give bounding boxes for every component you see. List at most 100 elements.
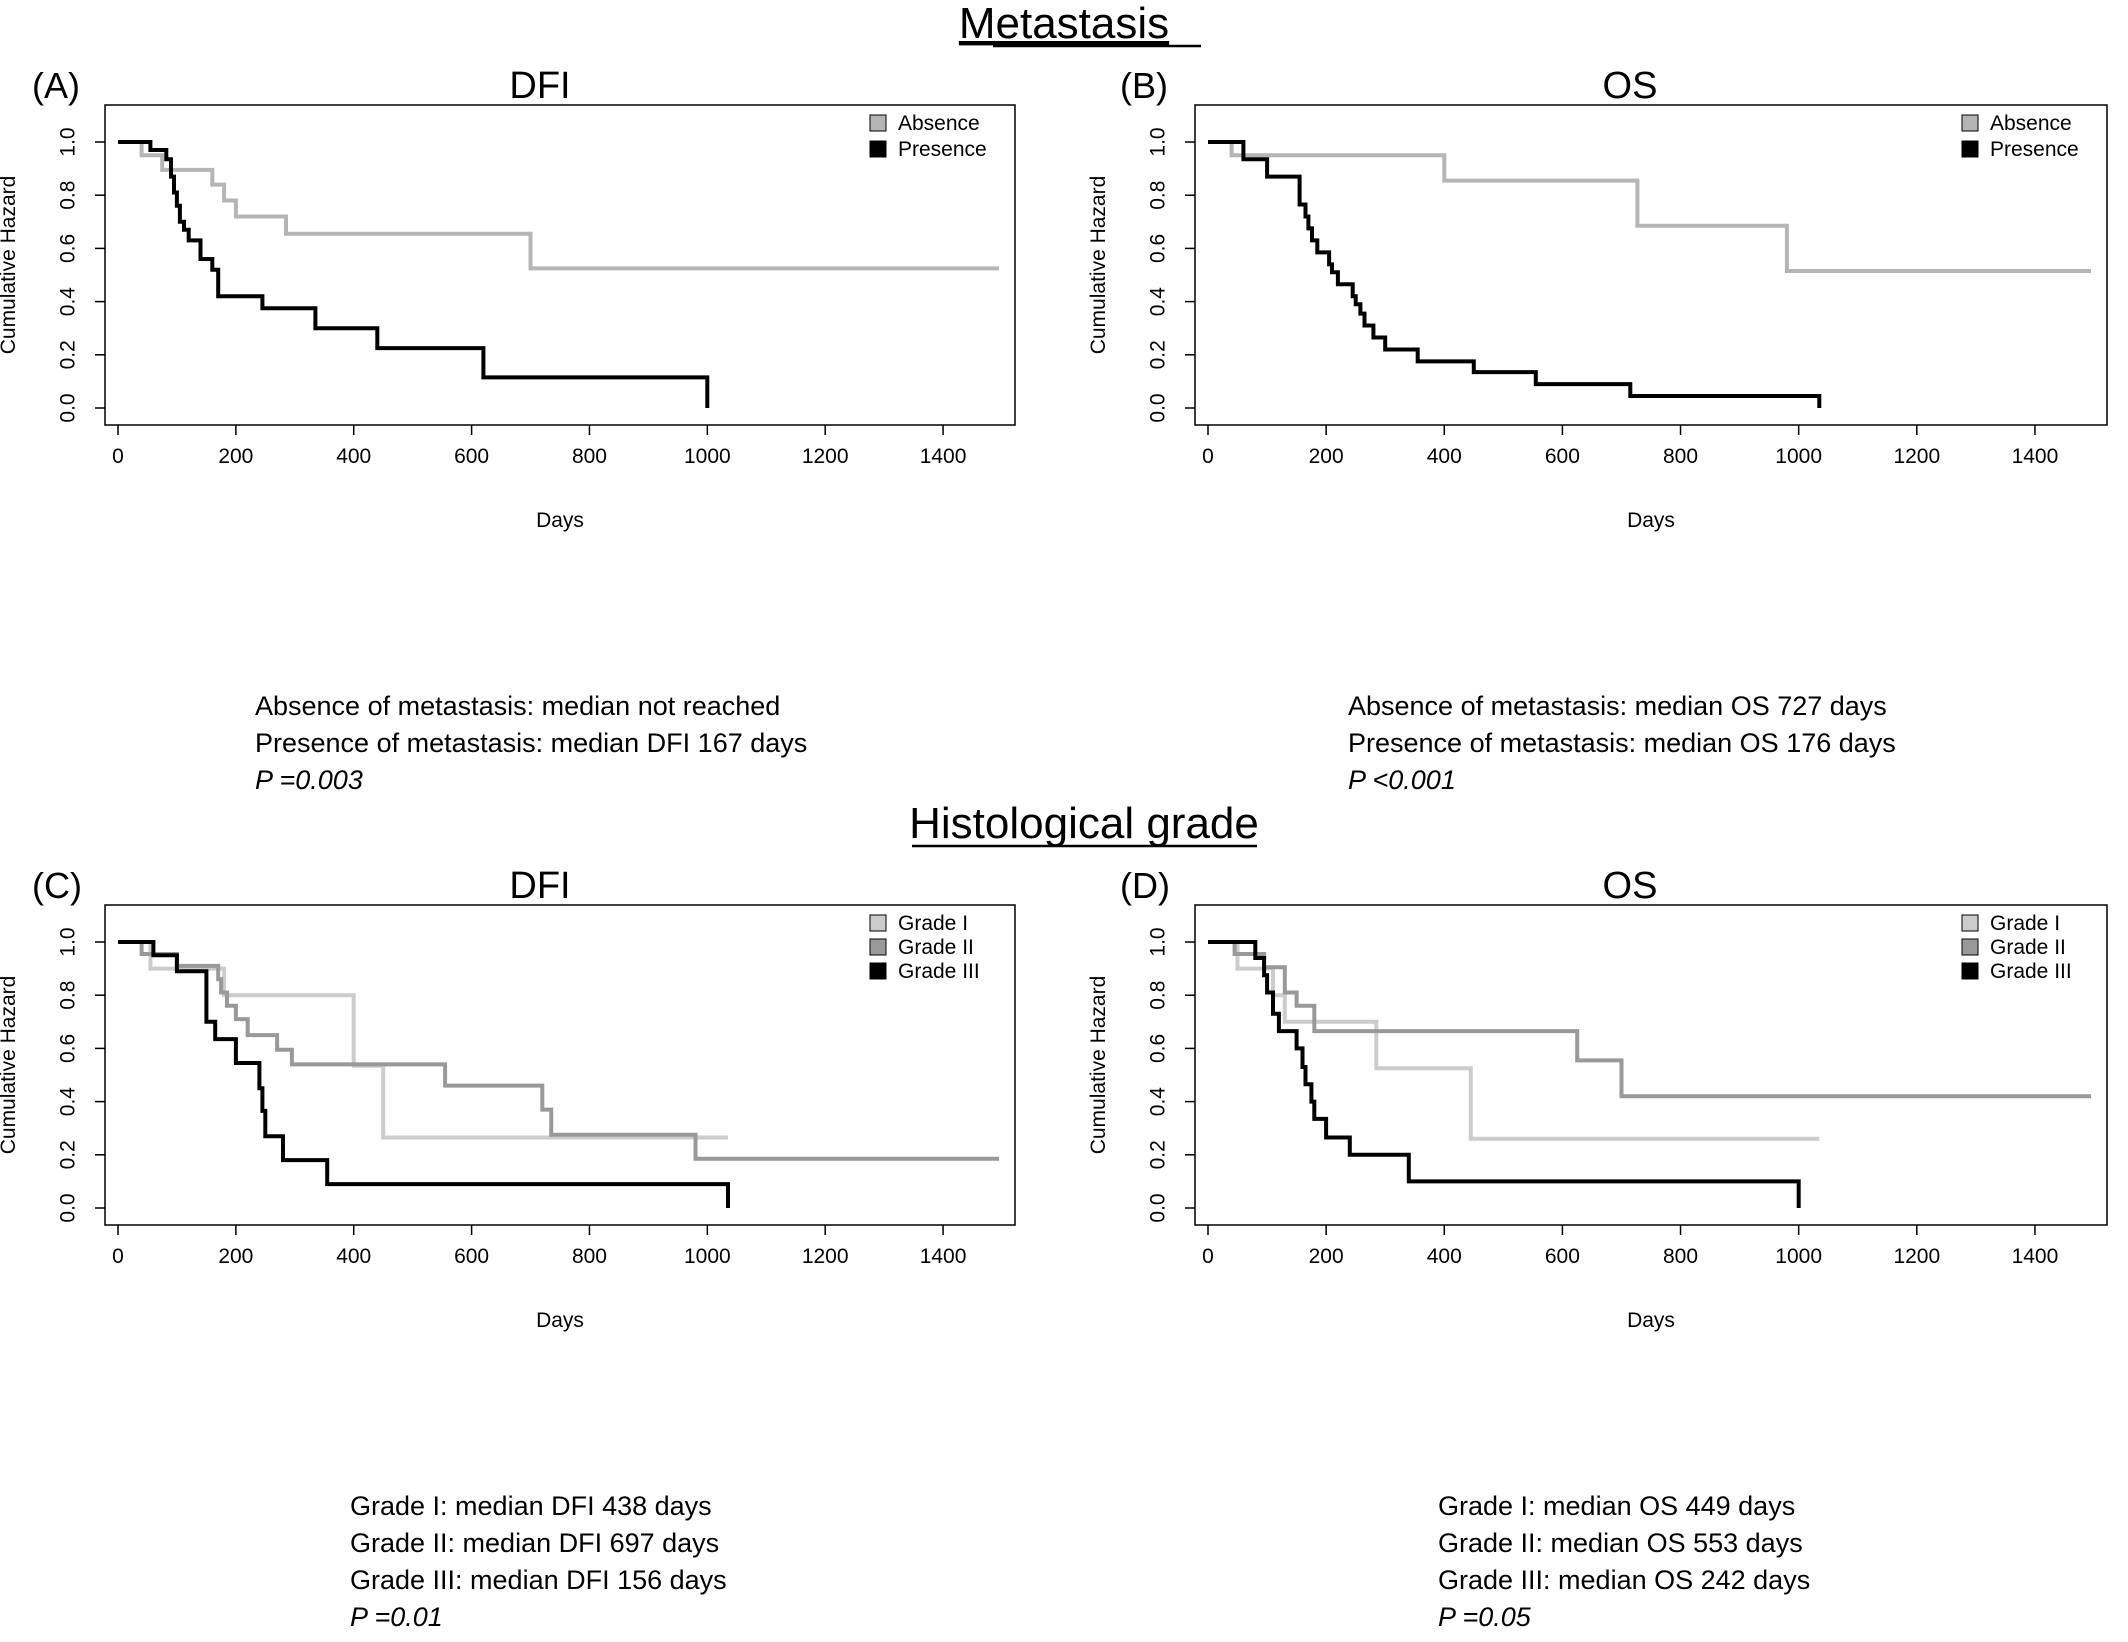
y-tick-label: 0.0 xyxy=(1147,393,1170,422)
x-tick-label: 1200 xyxy=(802,445,849,468)
y-tick-label: 0.0 xyxy=(57,1193,80,1222)
x-tick-label: 1400 xyxy=(2012,1245,2059,1268)
y-tick-label: 0.4 xyxy=(1147,1087,1170,1117)
panel-label: (A) xyxy=(32,65,80,106)
x-tick-label: 1000 xyxy=(684,445,731,468)
x-axis-label: Days xyxy=(1627,1309,1675,1332)
legend-swatch-grade-ii xyxy=(1961,938,1979,956)
chart-title: DFI xyxy=(509,865,570,907)
x-tick-label: 600 xyxy=(1545,445,1580,468)
legend-swatch-absence xyxy=(869,114,887,132)
y-tick-label: 0.4 xyxy=(57,1087,80,1117)
legend-label-presence: Presence xyxy=(898,138,987,161)
y-axis-label: Cumulative Hazard xyxy=(0,176,20,355)
plot-frame xyxy=(1194,104,2108,426)
series-line-presence xyxy=(1208,140,1822,408)
plot-frame xyxy=(104,104,1016,426)
x-tick-label: 200 xyxy=(1309,445,1344,468)
y-tick-label: 0.8 xyxy=(1147,981,1170,1010)
panel-label: (C) xyxy=(32,865,82,906)
x-axis-label: Days xyxy=(536,509,584,532)
y-tick-label: 0.2 xyxy=(57,340,80,369)
x-tick-label: 1000 xyxy=(1775,445,1822,468)
footnote-line: Grade II: median OS 553 days xyxy=(1438,1528,1803,1558)
footnote-line: Grade III: median OS 242 days xyxy=(1438,1565,1810,1595)
x-tick-label: 1200 xyxy=(802,1245,849,1268)
section-title-metastasis: Metastasis xyxy=(959,0,1169,48)
footnote-line: Grade I: median DFI 438 days xyxy=(350,1491,712,1521)
y-axis-label: Cumulative Hazard xyxy=(1087,176,1110,355)
x-tick-label: 800 xyxy=(572,445,607,468)
footnote-line: Absence of metastasis: median OS 727 day… xyxy=(1348,691,1887,721)
legend-swatch-presence xyxy=(869,140,887,158)
x-tick-label: 200 xyxy=(218,445,253,468)
legend-label-grade-i: Grade I xyxy=(898,912,968,935)
x-tick-label: 1400 xyxy=(920,1245,967,1268)
legend-swatch-absence xyxy=(1961,114,1979,132)
legend-swatch-presence xyxy=(1961,140,1979,158)
y-tick-label: 0.8 xyxy=(57,181,80,210)
x-tick-label: 1400 xyxy=(920,445,967,468)
p-value: P <0.001 xyxy=(1348,765,1456,795)
y-tick-label: 1.0 xyxy=(1147,927,1170,956)
x-tick-label: 600 xyxy=(1545,1245,1580,1268)
x-axis-label: Days xyxy=(1627,509,1675,532)
x-tick-label: 1400 xyxy=(2012,445,2059,468)
y-tick-label: 1.0 xyxy=(57,927,80,956)
series-line-grade-ii xyxy=(1208,940,2091,1099)
y-axis-label: Cumulative Hazard xyxy=(1087,976,1110,1155)
x-tick-label: 0 xyxy=(112,445,124,468)
footnote-line: Absence of metastasis: median not reache… xyxy=(255,691,780,721)
km-chart-b: (B) OS 0 200 400 600 800 1000 1200 1400 0.0 0.2 0.4 0… xyxy=(1087,65,2108,795)
series-line-grade-ii xyxy=(118,940,1000,1161)
x-tick-label: 1000 xyxy=(684,1245,731,1268)
y-tick-label: 0.4 xyxy=(1147,287,1170,317)
legend-label-grade-i: Grade I xyxy=(1990,912,2060,935)
legend-label-grade-iii: Grade III xyxy=(898,960,980,983)
series-line-grade-i xyxy=(1208,940,1820,1141)
x-tick-label: 1200 xyxy=(1893,1245,1940,1268)
km-chart-c: (C) DFI 0 200 400 600 800 1000 1200 1400 0.0 0.2 0.4… xyxy=(0,865,1016,1632)
chart-title: OS xyxy=(1603,865,1658,907)
x-tick-label: 600 xyxy=(454,1245,489,1268)
y-tick-label: 1.0 xyxy=(1147,127,1170,156)
series-line-grade-iii xyxy=(118,940,730,1208)
x-tick-label: 400 xyxy=(336,445,371,468)
p-value: P =0.05 xyxy=(1438,1602,1532,1632)
x-tick-label: 400 xyxy=(336,1245,371,1268)
x-axis-label: Days xyxy=(536,1309,584,1332)
footnote-line: Grade III: median DFI 156 days xyxy=(350,1565,727,1595)
x-tick-label: 400 xyxy=(1427,1245,1462,1268)
footnote-line: Grade II: median DFI 697 days xyxy=(350,1528,719,1558)
legend-label-grade-ii: Grade II xyxy=(1990,936,2066,959)
x-tick-label: 0 xyxy=(1202,445,1214,468)
footnote-line: Grade I: median OS 449 days xyxy=(1438,1491,1795,1521)
y-tick-label: 0.6 xyxy=(57,234,80,263)
p-value: P =0.01 xyxy=(350,1602,443,1632)
x-tick-label: 800 xyxy=(1663,445,1698,468)
y-tick-label: 1.0 xyxy=(57,127,80,156)
km-chart-d: (D) OS 0 200 400 600 800 1000 1200 1400 0.0 0.2 0.4 0… xyxy=(1087,865,2108,1632)
legend-swatch-grade-i xyxy=(869,914,887,932)
x-tick-label: 1200 xyxy=(1893,445,1940,468)
section-title-histological-grade: Histological grade xyxy=(909,799,1259,848)
legend-label-absence: Absence xyxy=(1990,112,2072,135)
chart-title: OS xyxy=(1603,65,1658,107)
legend-label-absence: Absence xyxy=(898,112,980,135)
x-tick-label: 600 xyxy=(454,445,489,468)
x-tick-label: 0 xyxy=(1202,1245,1214,1268)
x-tick-label: 0 xyxy=(112,1245,124,1268)
footnote-line: Presence of metastasis: median OS 176 da… xyxy=(1348,728,1896,758)
y-axis-label: Cumulative Hazard xyxy=(0,976,20,1155)
plot-frame xyxy=(1194,904,2108,1226)
legend-swatch-grade-ii xyxy=(869,938,887,956)
y-tick-label: 0.8 xyxy=(1147,181,1170,210)
km-chart-a: (A) DFI 0 200 400 600 800 1000 1200 1400 0.0 0.2 0.4… xyxy=(0,65,1016,795)
y-tick-label: 0.6 xyxy=(57,1034,80,1063)
y-tick-label: 0.2 xyxy=(1147,340,1170,369)
x-tick-label: 800 xyxy=(1663,1245,1698,1268)
plot-frame xyxy=(104,904,1016,1226)
panel-label: (D) xyxy=(1120,865,1170,906)
